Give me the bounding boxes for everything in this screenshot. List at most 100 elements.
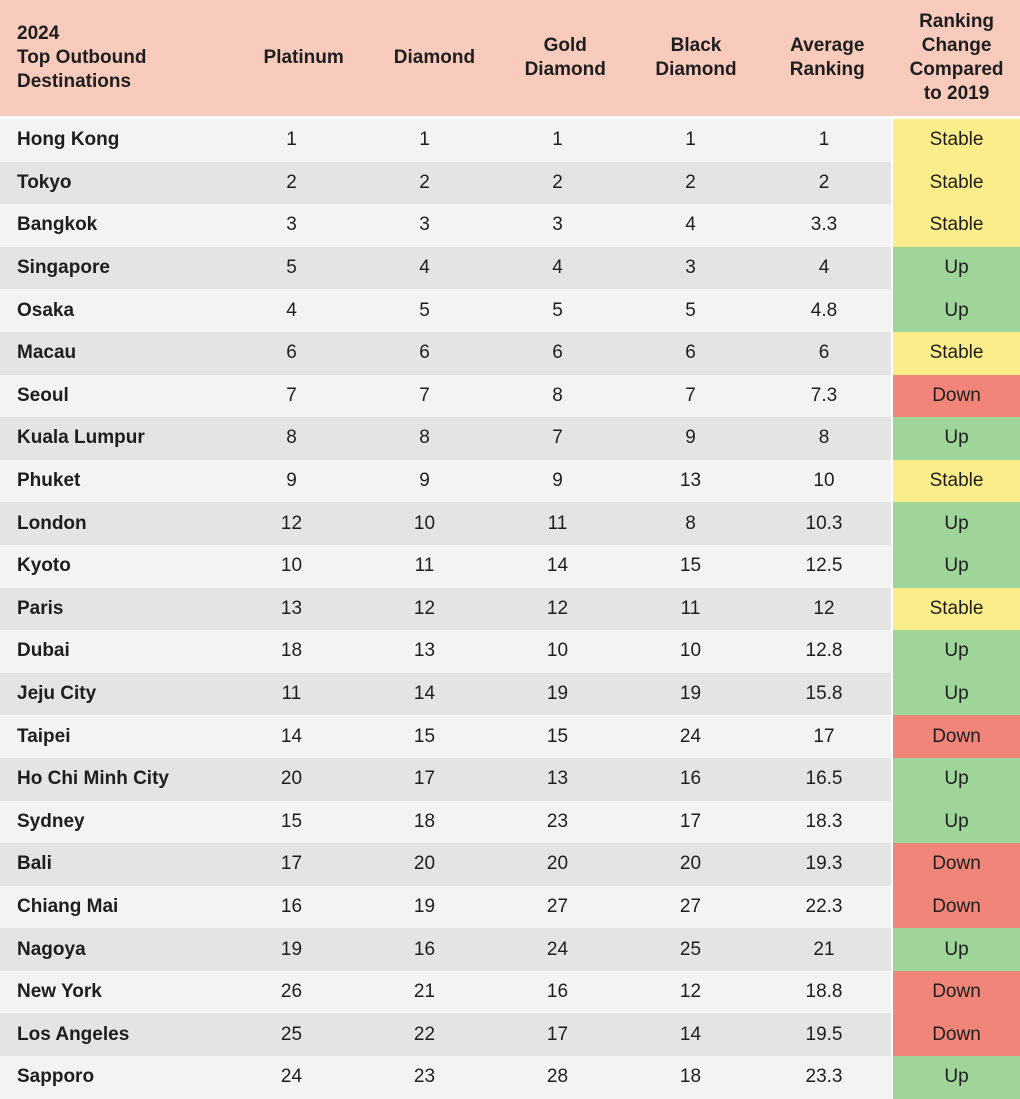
diamond-cell: 13	[413, 640, 436, 662]
platinum-cell: 2	[286, 171, 297, 193]
table-row: New York 26 21 16 12 18.8 Down	[0, 970, 1020, 1014]
header-black-diamond: Black Diamond	[655, 35, 737, 80]
average-ranking-cell: 4.8	[810, 299, 838, 321]
average-ranking-cell: 18.3	[805, 810, 843, 832]
city-cell: Jeju City	[17, 683, 97, 705]
table-row: Hong Kong 1 1 1 1 1 Stable	[0, 119, 1020, 162]
table-row: Jeju City 11 14 19 19 15.8 Up	[0, 672, 1020, 716]
ranking-change-cell: Down	[891, 1013, 1020, 1057]
table-row: Paris 13 12 12 11 12 Stable	[0, 587, 1020, 631]
gold-diamond-cell: 20	[546, 853, 569, 875]
average-ranking-cell: 3.3	[810, 214, 838, 236]
city-cell: Ho Chi Minh City	[17, 768, 169, 790]
diamond-cell: 14	[413, 683, 436, 705]
table-row: Sydney 15 18 23 17 18.3 Up	[0, 800, 1020, 844]
header-average-ranking: Average Ranking	[789, 35, 865, 80]
diamond-cell: 15	[413, 725, 436, 747]
gold-diamond-cell: 16	[546, 981, 569, 1003]
average-ranking-cell: 22.3	[805, 895, 843, 917]
diamond-cell: 9	[419, 470, 430, 492]
gold-diamond-cell: 13	[546, 768, 569, 790]
table-row: Singapore 5 4 4 3 4 Up	[0, 246, 1020, 290]
ranking-change-cell: Up	[891, 246, 1020, 290]
average-ranking-cell: 21	[813, 938, 835, 960]
ranking-change-cell: Stable	[891, 587, 1020, 631]
table-row: Kyoto 10 11 14 15 12.5 Up	[0, 544, 1020, 588]
table-row: Nagoya 19 16 24 25 21 Up	[0, 928, 1020, 971]
platinum-cell: 6	[286, 342, 297, 364]
black-diamond-cell: 18	[679, 1066, 702, 1088]
platinum-cell: 1	[286, 129, 297, 151]
header-platinum: Platinum	[263, 47, 344, 68]
average-ranking-cell: 8	[818, 427, 830, 449]
diamond-cell: 12	[413, 597, 436, 619]
gold-diamond-cell: 11	[547, 512, 568, 534]
city-cell: Hong Kong	[17, 129, 120, 151]
header-ranking-change: Ranking Change Compared to 2019	[909, 11, 1004, 104]
city-cell: Kuala Lumpur	[17, 427, 145, 449]
gold-diamond-cell: 2	[552, 171, 563, 193]
black-diamond-cell: 7	[685, 384, 696, 406]
black-diamond-cell: 13	[679, 470, 702, 492]
average-ranking-cell: 19.3	[805, 853, 843, 875]
gold-diamond-cell: 19	[546, 683, 569, 705]
black-diamond-cell: 8	[685, 512, 696, 534]
black-diamond-cell: 6	[685, 342, 696, 364]
gold-diamond-cell: 14	[546, 555, 569, 577]
platinum-cell: 3	[286, 214, 297, 236]
average-ranking-cell: 12.5	[805, 555, 843, 577]
gold-diamond-cell: 3	[552, 214, 563, 236]
gold-diamond-cell: 4	[552, 257, 563, 279]
average-ranking-cell: 18.8	[805, 981, 843, 1003]
table-body: Hong Kong 1 1 1 1 1 Stable Tokyo 2 2 2 2 2 Stable Bang…	[0, 119, 1020, 1099]
gold-diamond-cell: 12	[546, 597, 569, 619]
diamond-cell: 5	[419, 299, 430, 321]
ranking-change-cell: Down	[891, 374, 1020, 418]
table-row: Macau 6 6 6 6 6 Stable	[0, 331, 1020, 375]
platinum-cell: 4	[286, 299, 297, 321]
diamond-cell: 11	[414, 555, 435, 577]
gold-diamond-cell: 15	[546, 725, 569, 747]
platinum-cell: 20	[280, 768, 303, 790]
city-cell: Los Angeles	[17, 1023, 130, 1045]
table-row: Taipei 14 15 15 24 17 Down	[0, 715, 1020, 758]
diamond-cell: 17	[413, 768, 436, 790]
city-cell: London	[17, 512, 87, 534]
city-cell: New York	[17, 981, 102, 1003]
average-ranking-cell: 12	[813, 597, 835, 619]
black-diamond-cell: 17	[679, 810, 702, 832]
diamond-cell: 19	[413, 895, 436, 917]
average-ranking-cell: 6	[818, 342, 830, 364]
diamond-cell: 6	[419, 342, 430, 364]
black-diamond-cell: 3	[685, 257, 696, 279]
table-row: Chiang Mai 16 19 27 27 22.3 Down	[0, 885, 1020, 929]
ranking-change-cell: Up	[891, 544, 1020, 588]
table-row: Bangkok 3 3 3 4 3.3 Stable	[0, 204, 1020, 247]
average-ranking-cell: 19.5	[805, 1023, 843, 1045]
platinum-cell: 7	[286, 384, 297, 406]
ranking-change-cell: Down	[891, 843, 1020, 886]
table-row: Seoul 7 7 8 7 7.3 Down	[0, 374, 1020, 418]
black-diamond-cell: 16	[679, 768, 702, 790]
gold-diamond-cell: 5	[552, 299, 563, 321]
average-ranking-cell: 15.8	[805, 683, 843, 705]
table-row: Osaka 4 5 5 5 4.8 Up	[0, 289, 1020, 332]
diamond-cell: 21	[413, 981, 436, 1003]
ranking-change-cell: Stable	[891, 119, 1020, 162]
ranking-change-cell: Up	[891, 672, 1020, 716]
city-cell: Singapore	[17, 257, 110, 279]
ranking-change-cell: Up	[891, 289, 1020, 332]
gold-diamond-cell: 28	[546, 1066, 569, 1088]
city-cell: Sydney	[17, 810, 85, 832]
city-cell: Taipei	[17, 725, 71, 747]
black-diamond-cell: 24	[679, 725, 702, 747]
black-diamond-cell: 27	[679, 895, 702, 917]
city-cell: Osaka	[17, 299, 75, 321]
city-cell: Chiang Mai	[17, 895, 119, 917]
average-ranking-cell: 23.3	[805, 1066, 843, 1088]
average-ranking-cell: 7.3	[810, 384, 838, 406]
platinum-cell: 12	[280, 512, 303, 534]
city-cell: Kyoto	[17, 555, 71, 577]
header-gold-diamond: Gold Diamond	[524, 35, 606, 80]
black-diamond-cell: 19	[679, 683, 702, 705]
